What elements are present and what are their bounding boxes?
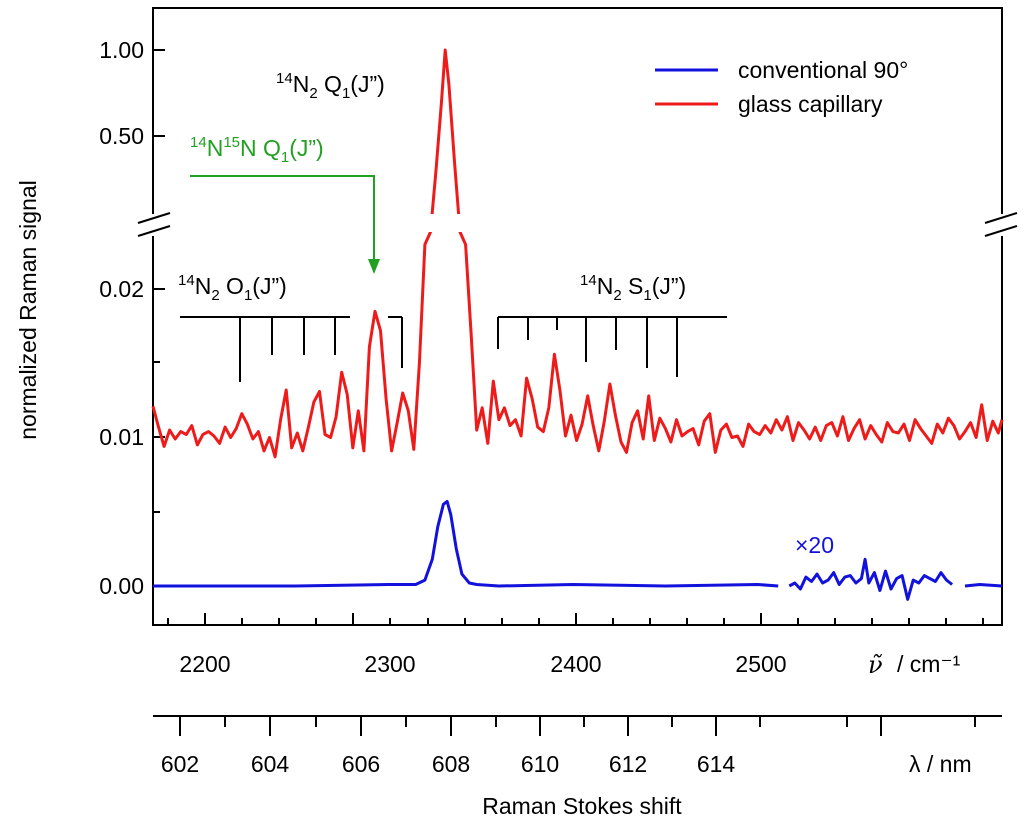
main: N (195, 273, 212, 299)
rest: N Q (240, 135, 281, 161)
o-branch-comb (180, 316, 403, 382)
y-axis-title: normalized Raman signal (15, 180, 41, 440)
sup: 15 (223, 134, 240, 151)
x2-tick-label: 606 (342, 751, 380, 777)
sup: 14 (276, 70, 293, 87)
x2-tick-label: 604 (251, 751, 290, 777)
n2-s-label: 14N2 S1(J”) (580, 272, 686, 304)
peak-break-gap (420, 214, 480, 232)
sub: 2 (309, 85, 317, 102)
series-layer (151, 48, 1004, 601)
x2-tick-label: 612 (609, 751, 647, 777)
annotations: 14N2 Q1(J”) 14N15N Q1(J”) 14N2 O1(J”) 14… (178, 70, 834, 558)
axis-break-mark-right (984, 212, 1018, 224)
sub: 1 (643, 287, 651, 304)
sub: 1 (244, 287, 252, 304)
tail: (J”) (652, 273, 686, 299)
x2-tick-label: 602 (161, 751, 199, 777)
scale-factor-label: ×20 (795, 532, 834, 558)
series-line-conventional-90-x20 (788, 557, 954, 601)
series-line-conventional-90-tail (964, 583, 1003, 588)
sub: 1 (281, 149, 289, 166)
n2-o-label: 14N2 O1(J”) (178, 272, 287, 304)
plot-frame (137, 7, 1018, 626)
y-tick-label: 0.01 (99, 424, 144, 450)
x2-tick-label: 610 (521, 751, 559, 777)
n15n-q-label: 14N15N Q1(J”) (190, 134, 324, 166)
legend: conventional 90° glass capillary (655, 57, 908, 117)
y-tick-label: 0.00 (99, 573, 144, 599)
x-axis-primary: 2200 2300 2400 2500 ν̃ / cm⁻¹ (167, 613, 984, 679)
sup: 14 (190, 134, 207, 151)
rest: Q (318, 71, 342, 97)
plot-border (152, 7, 1003, 626)
x2-tick-label: 608 (432, 751, 470, 777)
x-tick-label: 2200 (179, 651, 230, 677)
y-tick-label: 0.02 (99, 276, 144, 302)
y-tick-label: 1.00 (99, 37, 144, 63)
tail: (J”) (252, 273, 286, 299)
x-tick-label: 2500 (735, 651, 786, 677)
sup: 14 (580, 272, 597, 289)
tail: (J”) (289, 135, 323, 161)
rest: S (622, 273, 644, 299)
tail: (J”) (350, 71, 384, 97)
legend-label-glass-capillary: glass capillary (738, 91, 883, 117)
x-tick-label: 2400 (550, 651, 601, 677)
series-line-glass-capillary (151, 48, 1004, 459)
sub: 2 (613, 287, 621, 304)
series-line-conventional-90 (153, 499, 779, 588)
x2-tick-label: 614 (697, 751, 736, 777)
s-branch-comb (497, 316, 727, 377)
n15n-arrow-line (190, 175, 375, 262)
axis-break-mark-left (137, 225, 171, 237)
wavenumber-symbol: ν̃ (868, 651, 883, 679)
x-tick-label: 2300 (364, 651, 415, 677)
sub: 1 (342, 85, 350, 102)
sup: 14 (178, 272, 195, 289)
sub: 2 (211, 287, 219, 304)
x-unit-label: / cm⁻¹ (897, 651, 961, 677)
y-tick-label: 0.50 (99, 123, 144, 149)
x2-unit-label: λ / nm (909, 751, 972, 777)
legend-label-conventional: conventional 90° (738, 57, 908, 83)
main: N (207, 135, 224, 161)
x-axis-secondary: 602 604 606 608 610 612 614 λ / nm Raman… (153, 715, 1002, 819)
n2-q-label: 14N2 Q1(J”) (276, 70, 385, 102)
main: N (293, 71, 310, 97)
axis-break-mark-left (137, 212, 171, 224)
x-axis-title: Raman Stokes shift (482, 793, 682, 819)
main: N (597, 273, 614, 299)
n15n-arrow-head (368, 259, 380, 274)
x-unit-text: cm⁻¹ (910, 651, 961, 677)
y-axis: 1.00 0.50 0.02 0.01 0.00 normalized Rama… (15, 37, 165, 599)
axis-break-mark-right (984, 225, 1018, 237)
rest: O (220, 273, 244, 299)
